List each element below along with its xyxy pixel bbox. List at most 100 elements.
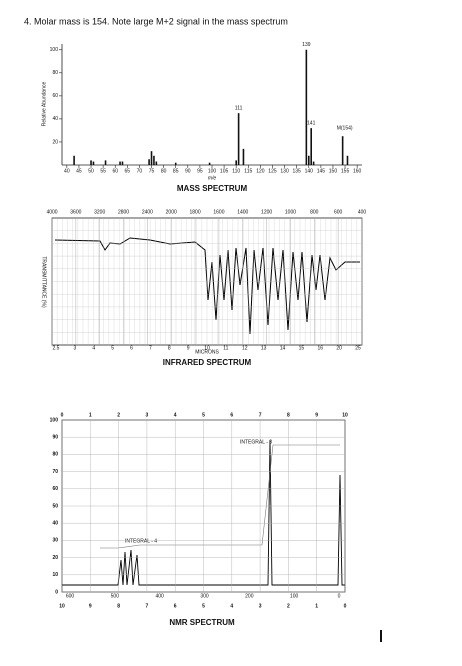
x-tick-label: 105 (220, 168, 229, 174)
peak-label: 139 (302, 42, 311, 48)
y-tick-label: 60 (52, 486, 58, 492)
x-tick-label: 75 (149, 168, 155, 174)
x-tick-label: 70 (137, 168, 143, 174)
x-tick-label: 55 (100, 168, 106, 174)
tau-label: 7 (259, 412, 262, 418)
ppm-label: 6 (174, 603, 177, 609)
x-tick-label: 135 (293, 168, 302, 174)
ppm-label: 3 (259, 603, 262, 609)
micron-label: 15 (299, 345, 305, 351)
question: 4. Molar mass is 154. Note large M+2 sig… (24, 16, 288, 26)
wavenumber-label: 400 (358, 209, 367, 215)
y-tick-label: 40 (52, 116, 58, 122)
x-tick-label: 45 (76, 168, 82, 174)
x-tick-label: 120 (256, 168, 265, 174)
wavenumber-label: 1400 (237, 209, 248, 215)
y-tick-label: 100 (50, 417, 59, 423)
wavenumber-label: 800 (310, 209, 319, 215)
tau-label: 9 (315, 412, 318, 418)
x-tick-label: 65 (125, 168, 131, 174)
x-tick-label: 100 (208, 168, 217, 174)
text-cursor (380, 630, 382, 642)
nmr-title: NMR SPECTRUM (169, 618, 235, 627)
wavenumber-label: 600 (334, 209, 343, 215)
x-tick-label: 160 (353, 168, 362, 174)
micron-label: 3 (73, 345, 76, 351)
tau-label: 4 (174, 412, 177, 418)
peak-label: 141 (307, 120, 316, 126)
hz-label: 600 (66, 593, 75, 599)
ppm-label: 8 (117, 603, 120, 609)
x-tick-label: 140 (305, 168, 314, 174)
micron-label: 14 (280, 345, 286, 351)
tau-label: 6 (230, 412, 233, 418)
ms-x-label: m/e (208, 175, 217, 181)
micron-label: 13 (261, 345, 267, 351)
x-tick-label: 145 (317, 168, 326, 174)
ppm-label: 1 (315, 603, 318, 609)
y-tick-label: 20 (52, 139, 58, 145)
micron-label: 12 (242, 345, 248, 351)
hz-label: 200 (245, 593, 254, 599)
ppm-label: 4 (230, 603, 233, 609)
ppm-label: 9 (89, 603, 92, 609)
ppm-label: 7 (146, 603, 149, 609)
ir-x-label: MICRONS (195, 349, 219, 355)
micron-label: 5 (111, 345, 114, 351)
ms-title: MASS SPECTRUM (177, 184, 248, 193)
wavenumber-label: 2800 (118, 209, 129, 215)
x-tick-label: 90 (185, 168, 191, 174)
x-tick-label: 40 (64, 168, 70, 174)
y-tick-label: 30 (52, 538, 58, 544)
micron-label: 25 (355, 345, 361, 351)
tau-label: 1 (89, 412, 92, 418)
wavenumber-label: 3200 (94, 209, 105, 215)
y-tick-label: 100 (50, 47, 59, 53)
ir-y-label: TRANSMITTANCE (%) (41, 256, 47, 308)
micron-label: 4 (92, 345, 95, 351)
y-tick-label: 90 (52, 435, 58, 441)
wavenumber-label: 2400 (142, 209, 153, 215)
wavenumber-label: 2000 (166, 209, 177, 215)
ir-title: INFRARED SPECTRUM (163, 358, 252, 367)
hz-label: 100 (290, 593, 299, 599)
ppm-label: 2 (287, 603, 290, 609)
micron-label: 2.5 (53, 345, 60, 351)
hz-label: 0 (338, 593, 341, 599)
ppm-label: 0 (344, 603, 347, 609)
y-tick-label: 60 (52, 93, 58, 99)
ppm-label: 10 (59, 603, 65, 609)
ir-trace (54, 237, 360, 335)
hz-label: 500 (111, 593, 120, 599)
x-tick-label: 150 (329, 168, 338, 174)
wavenumber-label: 1200 (261, 209, 272, 215)
ms-y-label: Relative Abundance (41, 82, 47, 127)
x-tick-label: 115 (244, 168, 252, 174)
micron-label: 8 (168, 345, 171, 351)
y-tick-label: 40 (52, 521, 58, 527)
y-tick-label: 10 (52, 572, 58, 578)
x-tick-label: 110 (232, 168, 240, 174)
micron-label: 16 (317, 345, 323, 351)
tau-label: 5 (202, 412, 205, 418)
x-tick-label: 125 (268, 168, 277, 174)
micron-label: 6 (130, 345, 133, 351)
x-tick-label: 80 (161, 168, 167, 174)
wavenumber-label: 1600 (213, 209, 224, 215)
micron-label: 10 (204, 345, 210, 351)
tau-label: 3 (146, 412, 149, 418)
x-tick-label: 130 (280, 168, 289, 174)
x-tick-label: 60 (112, 168, 118, 174)
peak-label: 111 (235, 105, 243, 111)
x-tick-label: 95 (197, 168, 203, 174)
wavenumber-label: 1000 (285, 209, 296, 215)
wavenumber-label: 4000 (46, 209, 57, 215)
nmr-trace (62, 439, 345, 586)
molecular-ion-label: M(154) (337, 126, 353, 132)
micron-label: 11 (223, 345, 228, 351)
x-tick-label: 50 (88, 168, 94, 174)
nmr-integral-label: INTEGRAL - 3 (240, 439, 272, 445)
y-tick-label: 0 (55, 589, 58, 595)
y-tick-label: 80 (52, 70, 58, 76)
